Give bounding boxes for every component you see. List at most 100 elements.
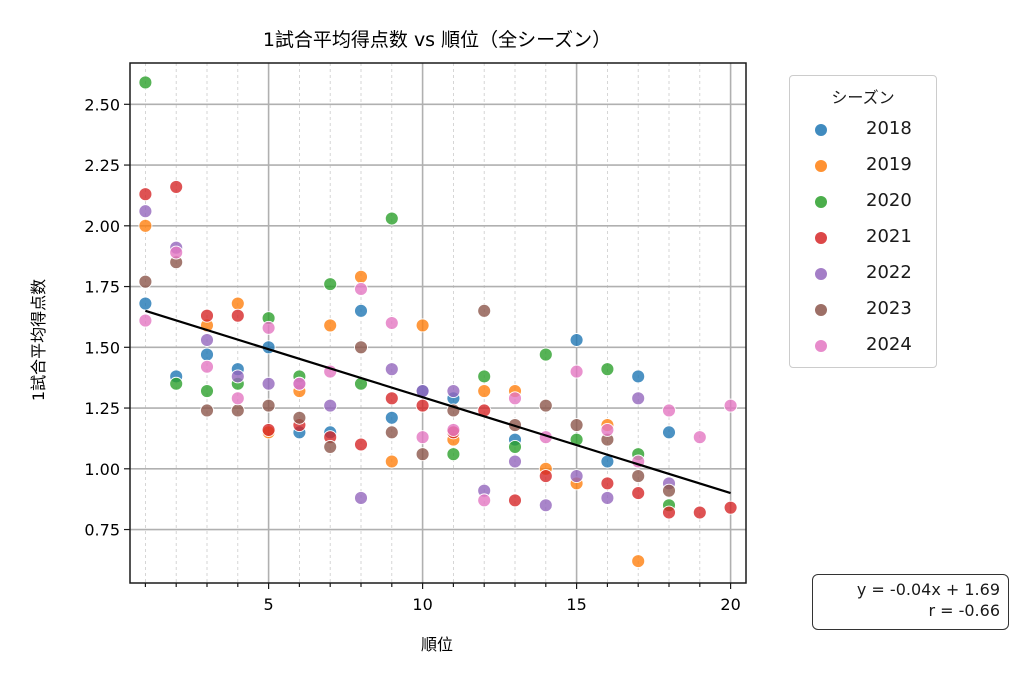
data-point-2022: [631, 391, 646, 406]
data-point-2023: [261, 398, 276, 413]
chart-title: 1試合平均得点数 vs 順位（全シーズン）: [263, 29, 611, 51]
data-point-2018: [138, 296, 153, 311]
data-point-2020: [508, 439, 522, 454]
legend-marker-icon: [815, 232, 827, 244]
data-point-2024: [600, 422, 615, 437]
legend: シーズン 2018 2019 2020 2021 2022 2023 2024: [789, 75, 937, 368]
y-tick-label: 2.50: [84, 95, 120, 114]
data-point-2023: [538, 398, 553, 413]
data-point-2024: [692, 430, 707, 445]
legend-marker-icon: [815, 196, 827, 208]
y-axis-label: 1試合平均得点数: [29, 279, 48, 401]
regression-line: [145, 309, 731, 495]
legend-label: 2024: [866, 334, 912, 355]
data-point-2021: [169, 179, 184, 194]
x-tick-label: 5: [264, 595, 274, 614]
data-point-2024: [723, 398, 738, 413]
legend-item-2019: 2019: [790, 148, 936, 184]
data-points: [138, 75, 738, 569]
data-point-2018: [200, 347, 214, 362]
data-point-2021: [138, 187, 153, 202]
data-point-2019: [415, 318, 430, 333]
correlation-coefficient: r = -0.66: [928, 601, 1000, 620]
data-point-2020: [600, 362, 615, 377]
legend-marker-icon: [815, 160, 827, 172]
data-point-2019: [323, 318, 338, 333]
legend-item-2024: 2024: [790, 328, 936, 364]
legend-label: 2019: [866, 154, 912, 175]
data-point-2024: [662, 403, 676, 418]
data-point-2022: [538, 498, 553, 513]
legend-label: 2023: [866, 298, 912, 319]
regression-equation: y = -0.04x + 1.69: [856, 580, 1000, 599]
data-point-2024: [200, 359, 214, 374]
data-point-2023: [631, 469, 646, 484]
data-point-2020: [538, 347, 553, 362]
data-point-2019: [477, 384, 492, 398]
legend-marker-icon: [815, 268, 827, 280]
data-point-2021: [230, 308, 245, 323]
plot-frame: [129, 62, 747, 584]
data-point-2019: [138, 218, 153, 233]
data-point-2022: [600, 491, 615, 505]
legend-item-2021: 2021: [790, 220, 936, 256]
y-tick-label: 0.75: [84, 521, 120, 540]
legend-item-2020: 2020: [790, 184, 936, 220]
data-point-2023: [323, 439, 338, 454]
data-point-2020: [446, 447, 461, 462]
legend-label: 2021: [866, 226, 912, 247]
data-point-2024: [230, 391, 245, 406]
data-point-2023: [477, 303, 492, 318]
data-point-2022: [384, 362, 399, 377]
x-axis-label: 順位: [421, 635, 453, 654]
data-point-2018: [384, 410, 399, 425]
data-point-2020: [200, 384, 214, 398]
data-point-2021: [261, 422, 276, 437]
data-point-2021: [538, 469, 553, 484]
legend-label: 2022: [866, 262, 912, 283]
data-point-2022: [508, 454, 522, 469]
data-point-2024: [169, 245, 184, 260]
data-point-2024: [415, 430, 430, 445]
data-point-2024: [354, 282, 368, 296]
data-point-2023: [569, 418, 584, 433]
data-point-2024: [446, 422, 461, 437]
y-tick-label: 1.75: [84, 278, 120, 297]
x-tick-label: 20: [720, 595, 740, 614]
data-point-2023: [384, 425, 399, 440]
legend-marker-icon: [815, 304, 827, 316]
y-tick-label: 1.25: [84, 399, 120, 418]
axis-ticks: 5 10 15 20 0.75 1.00 1.25 1.50 1.75 2.00 2.25 2.50: [84, 95, 740, 614]
data-point-2019: [230, 296, 245, 311]
data-point-2023: [354, 340, 368, 355]
data-point-2020: [138, 75, 153, 90]
data-point-2023: [415, 447, 430, 462]
data-point-2024: [138, 313, 153, 328]
data-point-2021: [508, 493, 522, 508]
data-point-2022: [569, 469, 584, 484]
data-point-2020: [323, 277, 338, 292]
data-point-2021: [415, 398, 430, 413]
x-tick-label: 10: [412, 595, 432, 614]
legend-label: 2020: [866, 190, 912, 211]
data-point-2022: [446, 384, 461, 398]
data-point-2021: [723, 500, 738, 515]
legend-marker-icon: [815, 340, 827, 352]
data-point-2022: [230, 369, 245, 384]
data-point-2018: [569, 333, 584, 347]
data-point-2024: [508, 391, 522, 406]
data-point-2019: [354, 269, 368, 284]
data-point-2019: [384, 454, 399, 469]
data-point-2023: [292, 410, 307, 425]
legend-marker-icon: [815, 124, 827, 136]
regression-line-group: [145, 309, 731, 495]
data-point-2021: [631, 486, 646, 501]
data-point-2020: [384, 211, 399, 226]
legend-label: 2018: [866, 118, 912, 139]
data-point-2024: [261, 320, 276, 335]
data-point-2021: [200, 308, 214, 323]
legend-item-2023: 2023: [790, 292, 936, 328]
data-point-2023: [138, 274, 153, 289]
data-point-2021: [600, 476, 615, 491]
